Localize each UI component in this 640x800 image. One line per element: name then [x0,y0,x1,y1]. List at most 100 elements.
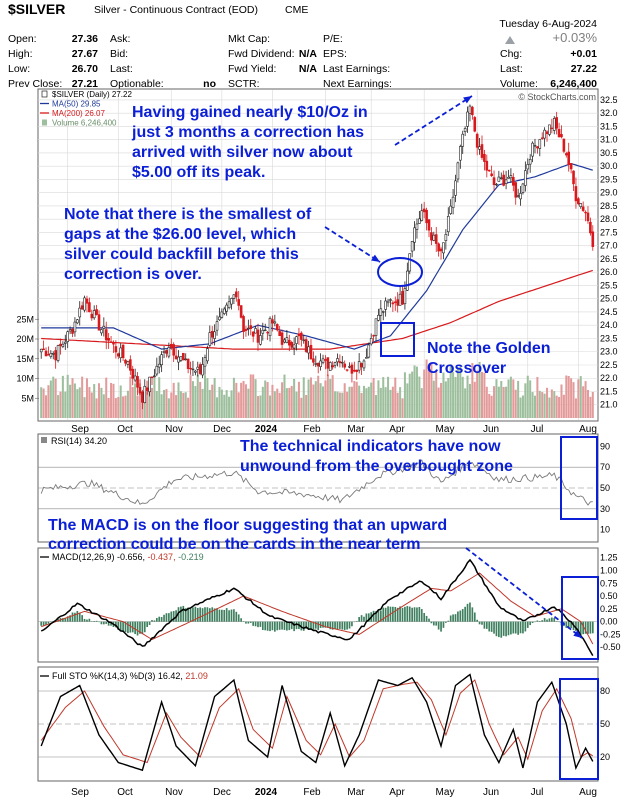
candle-body [502,174,505,186]
legend-entry: MA(200) 26.07 [52,109,105,118]
volume-bar [473,381,476,418]
volume-bar [334,391,337,418]
volume-bar [524,383,527,418]
macd-histogram-bar [512,621,515,634]
volume-bar [529,380,532,418]
volume-bar [285,388,288,418]
candle-body [76,319,79,324]
candle-body [39,348,43,353]
volume-bar [367,386,370,418]
candle-body [222,308,226,314]
volume-bar [555,395,558,418]
macd-histogram-bar [582,621,585,635]
volume-bar [493,386,496,418]
volume-bar [230,390,233,418]
x-tick-label: May [436,787,455,798]
quote-value: 26.70 [72,63,98,75]
macd-series [40,558,594,656]
volume-bar [208,389,211,418]
volume-bar [107,397,110,418]
candle-body [430,232,433,241]
volume-bar [146,380,149,418]
volume-bar [382,377,385,418]
macd-histogram-bar [440,621,442,632]
legend-entry: Volume 6,246,400 [52,119,117,128]
macd-histogram-bar [45,621,47,625]
candle-body [369,337,373,345]
volume-bar [430,364,433,418]
macd-histogram-bar [184,608,187,622]
candle-body [97,314,101,331]
macd-histogram-bar [74,612,76,622]
peak-annotation: arrived with silver now about [132,144,353,161]
volume-bar [302,377,305,418]
volume-bar [259,395,262,418]
candle-body [536,146,539,149]
macd-histogram-bar [314,621,317,629]
quote-label: Chg: [500,48,522,60]
candle-body [340,361,344,364]
macd-histogram-bar [105,621,108,624]
volume-bar [256,396,259,418]
macd-histogram-bar [473,612,476,622]
macd-histogram-bar [218,609,221,622]
macd-histogram-bar [201,608,204,622]
candle-body [295,336,298,344]
macd-histogram-bar [40,621,43,626]
volume-bar [76,389,79,418]
macd-histogram-bar [502,621,505,636]
macd-histogram-bar [348,621,351,629]
volume-bar [252,374,255,418]
macd-histogram-bar [312,621,315,630]
volume-bar [396,392,399,418]
quote-label: Last Earnings: [323,63,390,75]
volume-bar [153,374,156,418]
macd-histogram-bar [278,621,281,630]
candle-body [218,316,221,321]
candle-body [504,179,508,184]
macd-histogram-bar [57,618,59,622]
candle-body [280,332,284,345]
volume-bar [507,379,510,418]
x-tick-label: Jul [531,787,544,798]
macd-histogram-bar [155,618,158,622]
quote-label: Fwd Yield: [228,63,276,75]
volume-bar [512,379,515,418]
candle-body [533,145,537,147]
volume-bar [341,392,344,418]
volume-bar [495,379,498,418]
volume-tick-label: 15M [16,354,34,364]
volume-bar [136,395,139,418]
volume-bar [247,388,250,418]
candle-body [432,234,436,241]
candle-body [251,331,255,337]
macd-histogram-bar [522,621,524,634]
volume-bar [42,388,45,418]
candle-body [307,346,310,354]
sto-tick-label: 20 [600,752,610,762]
candle-body [213,331,216,339]
candle-body [519,193,522,200]
quote-value: N/A [299,63,318,75]
candle-body [266,331,269,334]
quote-label: P/E: [323,33,343,45]
rsi-legend: RSI(14) 34.20 [51,436,107,446]
date: Tuesday 6-Aug-2024 [499,18,597,30]
price-tick-label: 26.5 [600,254,618,264]
candle-body [155,365,159,375]
volume-bar [408,373,411,418]
candle-body [497,176,501,182]
candle-body [526,164,530,170]
volume-bar [452,372,455,418]
candle-body [283,339,286,343]
price-tick-label: 23.5 [600,333,618,343]
macd-histogram-bar [387,606,389,622]
macd-histogram-bar [334,621,336,629]
arrowhead-icon [463,96,472,104]
macd-tick-label: 1.00 [600,565,618,575]
x-tick-label: Mar [347,787,365,798]
quote-left: Open: 27.36 High: 27.67 Low: 26.70 Prev Close:… [8,33,98,90]
sto-panel: 80 50 20 Full STO %K(14,3) %D(3) 16.42, 21.… [37,666,610,782]
price-tick-label: 21.0 [600,400,618,410]
